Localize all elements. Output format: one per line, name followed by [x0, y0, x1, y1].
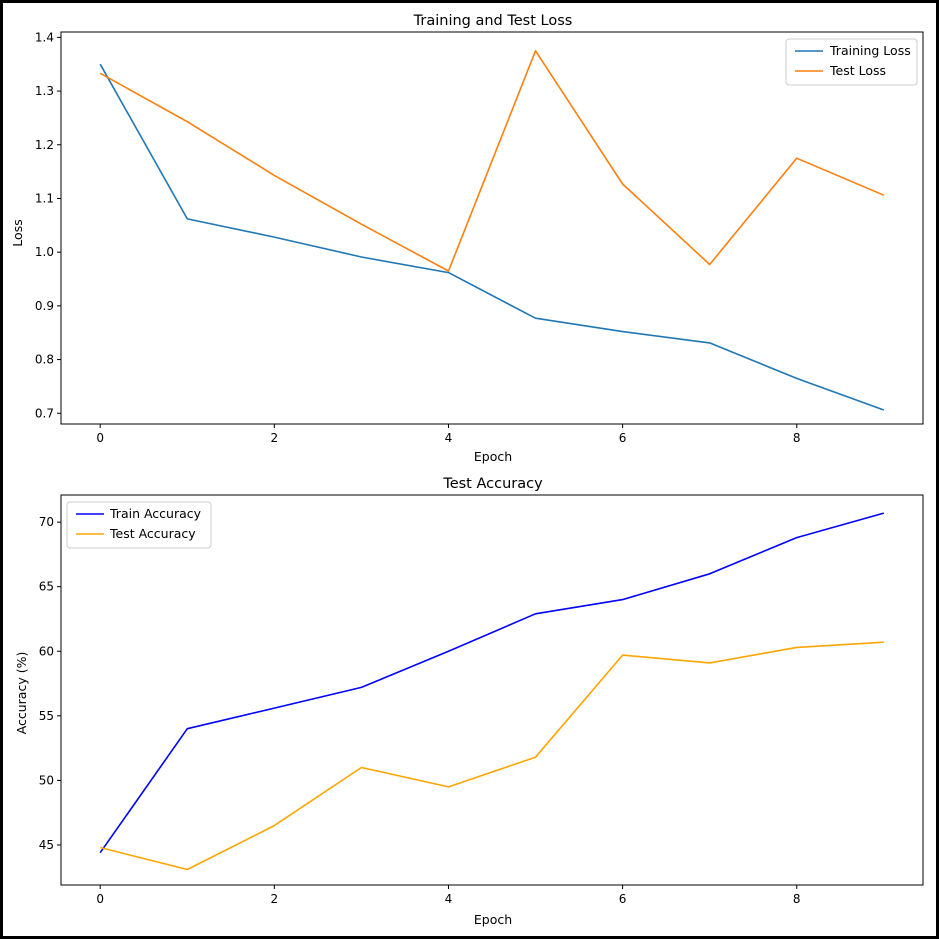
accuracy-chart-title: Test Accuracy: [442, 476, 543, 492]
loss-chart-legend: Training Loss Test Loss: [785, 38, 918, 86]
loss-ytick-label-2: 0.9: [35, 299, 54, 313]
accuracy-xtick-label-2: 4: [445, 892, 453, 906]
loss-xtick-label-2: 4: [445, 431, 453, 445]
accuracy-xtick-label-0: 0: [96, 892, 104, 906]
loss-ytick-label-1: 0.8: [35, 353, 54, 367]
accuracy-ytick-label-4: 65: [39, 580, 54, 594]
accuracy-xtick-label-3: 6: [619, 892, 627, 906]
accuracy-ytick-label-5: 70: [39, 515, 54, 529]
loss-chart-axes-frame: [60, 31, 924, 425]
accuracy-chart-lines: [99, 512, 885, 871]
accuracy-ytick-label-3: 60: [39, 644, 54, 658]
loss-ytick-label-0: 0.7: [35, 406, 54, 420]
loss-ytick-label-4: 1.1: [35, 191, 54, 205]
accuracy-chart-axes-frame: [60, 494, 924, 886]
loss-chart-xlabel: Epoch: [474, 449, 512, 464]
accuracy-chart-yticks: 45 50 55 60 65 70: [39, 515, 61, 852]
series-line-training-loss: [99, 63, 885, 411]
loss-xtick-label-4: 8: [793, 431, 801, 445]
legend-label-train-accuracy: Train Accuracy: [109, 506, 202, 521]
legend-label-training-loss: Training Loss: [829, 43, 911, 58]
loss-chart-yticks: 0.7 0.8 0.9 1.0 1.1 1.2 1.3 1.4: [35, 30, 61, 420]
series-line-test-loss: [99, 49, 885, 272]
accuracy-chart-ylabel: Accuracy (%): [14, 652, 29, 735]
loss-chart-ylabel: Loss: [10, 219, 25, 246]
loss-ytick-label-5: 1.2: [35, 138, 54, 152]
loss-xtick-label-1: 2: [271, 431, 279, 445]
loss-chart-xticks: 0 2 4 6 8: [96, 424, 801, 445]
accuracy-ytick-label-1: 50: [39, 773, 54, 787]
loss-ytick-label-6: 1.3: [35, 84, 54, 98]
legend-label-test-accuracy: Test Accuracy: [109, 526, 196, 541]
loss-chart-title: Training and Test Loss: [413, 13, 573, 29]
loss-ytick-label-3: 1.0: [35, 245, 54, 259]
accuracy-ytick-label-0: 45: [39, 838, 54, 852]
loss-chart-lines: [99, 49, 885, 411]
accuracy-ytick-label-2: 55: [39, 709, 54, 723]
loss-ytick-label-7: 1.4: [35, 30, 54, 44]
accuracy-xtick-label-4: 8: [793, 892, 801, 906]
loss-xtick-label-3: 6: [619, 431, 627, 445]
accuracy-chart-xticks: 0 2 4 6 8: [96, 885, 801, 906]
accuracy-xtick-label-1: 2: [271, 892, 279, 906]
series-line-test-accuracy: [100, 641, 884, 871]
accuracy-chart-xlabel: Epoch: [474, 912, 512, 927]
loss-xtick-label-0: 0: [96, 431, 104, 445]
accuracy-chart: Test Accuracy Epoch Accuracy (%) 0 2 4 6 8 4…: [14, 476, 924, 927]
accuracy-chart-legend: Train Accuracy Test Accuracy: [66, 501, 212, 549]
series-line-train-accuracy: [99, 512, 885, 854]
legend-label-test-loss: Test Loss: [829, 63, 886, 78]
